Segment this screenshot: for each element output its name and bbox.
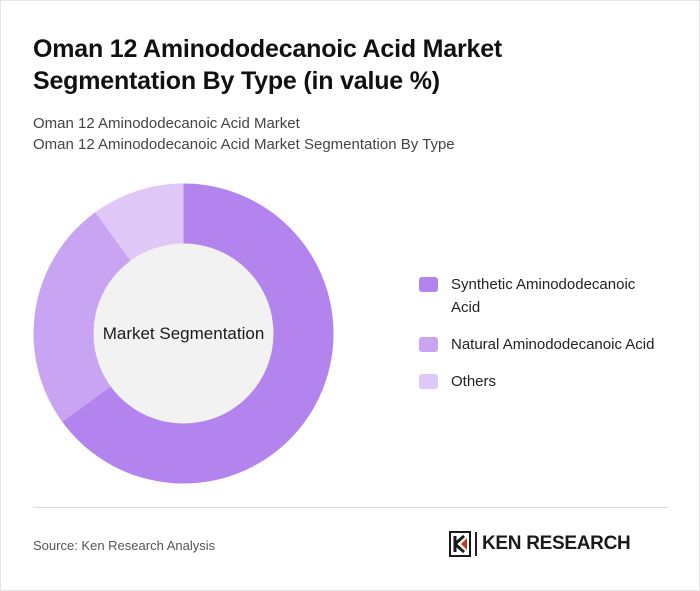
legend-swatch [419, 277, 438, 292]
legend-swatch [419, 374, 438, 389]
chart-title: Oman 12 Aminododecanoic Acid Market Segm… [33, 35, 503, 95]
logo-separator [475, 532, 477, 556]
donut-center-label: Market Segmentation [103, 324, 265, 343]
donut-chart: Market Segmentation [33, 183, 334, 484]
ken-research-logo: KEN RESEARCH [449, 531, 631, 557]
legend-item-2: Natural Aminododecanoic Acid [419, 333, 689, 356]
ken-research-logo-text: KEN RESEARCH [482, 533, 631, 554]
legend-item-1: Synthetic Aminododecanoic Acid [419, 273, 689, 319]
chart-subtitle-market: Oman 12 Aminododecanoic Acid Market [33, 115, 300, 132]
legend-swatch [419, 337, 438, 352]
source-note: Source: Ken Research Analysis [33, 538, 216, 553]
footer-divider [33, 507, 669, 508]
chart-subtitle-segmentation: Oman 12 Aminododecanoic Acid Market Segm… [33, 136, 455, 153]
legend-item-3: Others [419, 370, 689, 393]
legend-label: Synthetic Aminododecanoic Acid [451, 276, 636, 316]
legend-label: Others [451, 373, 497, 390]
legend-label: Natural Aminododecanoic Acid [451, 336, 655, 353]
ken-research-logo-icon [449, 531, 471, 557]
chart-legend: Synthetic Aminododecanoic Acid Natural Am… [419, 273, 689, 407]
donut-center [93, 243, 274, 424]
